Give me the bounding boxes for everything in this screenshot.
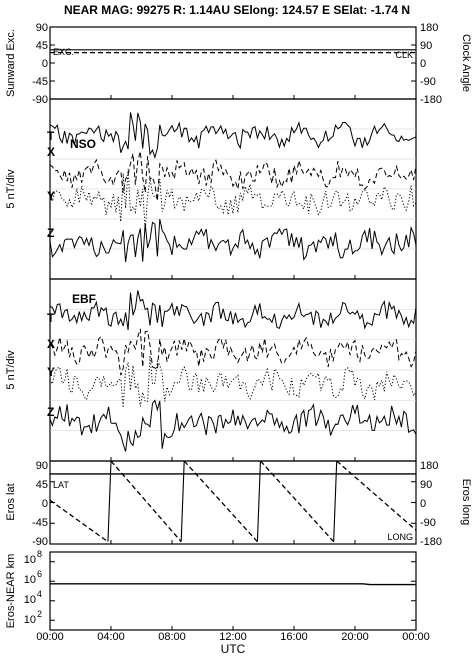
series-distance-line xyxy=(50,583,416,586)
panel1-right-tick: -180 xyxy=(420,94,442,106)
panel5-tick-exp: 8 xyxy=(37,549,42,559)
panel1-right-label: Clock Angle xyxy=(460,34,472,92)
panel4-left-label: Eros lat xyxy=(5,483,17,520)
trace-t xyxy=(49,290,417,331)
panel1-left-tick: 0 xyxy=(42,58,48,70)
trace-y xyxy=(49,355,417,408)
exc-label: EXC. xyxy=(53,47,74,57)
x-tick: 16:00 xyxy=(280,631,308,643)
trace-x xyxy=(49,151,417,202)
panel2-y-label: 5 nT/div xyxy=(5,169,17,209)
panel3-y-label: 5 nT/div xyxy=(5,350,17,390)
panel1-right-tick: 90 xyxy=(420,40,432,52)
panel1-right-tick: -90 xyxy=(420,76,436,88)
series-long-wrap xyxy=(256,460,261,542)
series-long-line xyxy=(110,460,182,543)
trace-t xyxy=(49,112,417,160)
panel4-right-tick: -180 xyxy=(420,536,442,548)
lat-label: LAT xyxy=(53,480,69,490)
x-tick: 00:00 xyxy=(402,631,430,643)
panel5-tick-base: 10 xyxy=(24,594,36,606)
panel2-label-y: Y xyxy=(47,189,55,203)
x-tick: 04:00 xyxy=(97,631,125,643)
panel4-left-tick: 0 xyxy=(42,498,48,510)
panel3-label-x: X xyxy=(47,337,55,351)
series-long-wrap xyxy=(333,460,338,542)
series-long-wrap xyxy=(107,460,112,542)
x-axis-label: UTC xyxy=(221,642,246,656)
panel4-right-tick: 180 xyxy=(420,460,438,472)
series-long-wrap xyxy=(180,460,185,542)
panel4-right-label: Eros long xyxy=(460,479,472,525)
series-long-line xyxy=(183,460,258,543)
panel5-frame xyxy=(49,551,417,631)
panel5-tick-exp: 6 xyxy=(37,569,42,579)
panel5-tick-base: 10 xyxy=(24,574,36,586)
series-long-line xyxy=(336,460,417,531)
panel1-left-tick: -90 xyxy=(32,94,48,106)
panel1-left-label: Sunward Exc. xyxy=(5,29,17,97)
x-tick: 08:00 xyxy=(158,631,186,643)
x-tick: 20:00 xyxy=(341,631,369,643)
panel4-right-tick: 0 xyxy=(420,498,426,510)
trace-y xyxy=(49,168,417,231)
panel3-label-t: T xyxy=(47,311,55,325)
trace-z xyxy=(49,218,417,263)
panel4-right-tick: -90 xyxy=(420,517,436,529)
panel4-left-tick: -90 xyxy=(32,536,48,548)
long-label: LONG xyxy=(387,532,413,542)
panel1-frame xyxy=(49,26,417,100)
panel4-left-tick: 45 xyxy=(36,479,48,491)
series-long-line xyxy=(260,460,335,543)
panel3-name: EBF xyxy=(72,292,96,306)
panel1-right-tick: 0 xyxy=(420,58,426,70)
panel3-label-z: Z xyxy=(47,405,54,419)
panel1-right-tick: 180 xyxy=(420,22,438,34)
panel4-left-tick: -45 xyxy=(32,517,48,529)
panel2-label-z: Z xyxy=(47,226,54,240)
trace-z xyxy=(49,399,417,452)
series-long-line xyxy=(49,499,109,543)
panel5-tick-exp: 2 xyxy=(37,609,42,619)
x-tick: 12:00 xyxy=(219,631,247,643)
panel1-left-tick: 45 xyxy=(36,40,48,52)
panel2-name: NSO xyxy=(70,137,96,151)
chart-title: NEAR MAG: 99275 R: 1.14AU SElong: 124.57… xyxy=(64,3,410,17)
panel5-tick-exp: 4 xyxy=(37,589,42,599)
panel3-label-y: Y xyxy=(47,365,55,379)
panel5-tick-base: 10 xyxy=(24,614,36,626)
panel2-label-t: T xyxy=(47,129,55,143)
panel1-left-tick: -45 xyxy=(32,76,48,88)
x-tick: 00:00 xyxy=(36,631,64,643)
panel5-left-label: Eros-NEAR km xyxy=(5,554,17,629)
trace-x xyxy=(49,328,417,376)
clk-label: CLK xyxy=(395,50,413,60)
chart-marks xyxy=(49,26,417,630)
panel5-tick-base: 10 xyxy=(24,554,36,566)
panel2-label-x: X xyxy=(47,145,55,159)
panel4-right-tick: 90 xyxy=(420,479,432,491)
panel1-left-tick: 90 xyxy=(36,22,48,34)
panel4-left-tick: 90 xyxy=(36,460,48,472)
